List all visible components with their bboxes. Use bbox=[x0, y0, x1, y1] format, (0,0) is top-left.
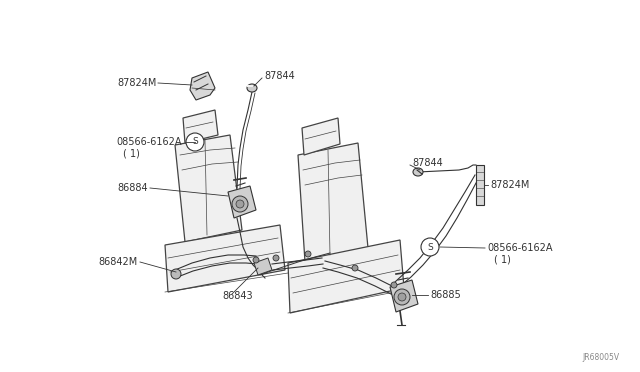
Text: 86885: 86885 bbox=[430, 290, 461, 300]
Text: 86884: 86884 bbox=[117, 183, 148, 193]
Circle shape bbox=[171, 269, 181, 279]
Ellipse shape bbox=[247, 84, 257, 92]
Polygon shape bbox=[476, 165, 484, 205]
Circle shape bbox=[394, 289, 410, 305]
Polygon shape bbox=[190, 72, 215, 100]
Circle shape bbox=[391, 282, 397, 288]
Text: 86843: 86843 bbox=[222, 291, 253, 301]
Text: 08566-6162A: 08566-6162A bbox=[487, 243, 552, 253]
Circle shape bbox=[253, 257, 259, 263]
Text: S: S bbox=[192, 138, 198, 147]
Text: ( 1): ( 1) bbox=[123, 149, 140, 159]
Text: 87824M: 87824M bbox=[490, 180, 529, 190]
Polygon shape bbox=[288, 240, 404, 313]
Circle shape bbox=[421, 238, 439, 256]
Text: ( 1): ( 1) bbox=[494, 255, 511, 265]
Polygon shape bbox=[254, 258, 272, 275]
Text: 86842M: 86842M bbox=[99, 257, 138, 267]
Text: 87844: 87844 bbox=[264, 71, 295, 81]
Ellipse shape bbox=[413, 168, 423, 176]
Circle shape bbox=[236, 200, 244, 208]
Text: JR68005V: JR68005V bbox=[583, 353, 620, 362]
Text: 87844: 87844 bbox=[412, 158, 443, 168]
Text: 87824M: 87824M bbox=[118, 78, 157, 88]
Circle shape bbox=[398, 293, 406, 301]
Circle shape bbox=[232, 196, 248, 212]
Text: S: S bbox=[427, 243, 433, 251]
Circle shape bbox=[273, 255, 279, 261]
Polygon shape bbox=[298, 143, 368, 262]
Circle shape bbox=[186, 133, 204, 151]
Text: 08566-6162A: 08566-6162A bbox=[116, 137, 182, 147]
Polygon shape bbox=[302, 118, 340, 155]
Polygon shape bbox=[183, 110, 218, 143]
Polygon shape bbox=[390, 280, 418, 312]
Polygon shape bbox=[175, 135, 242, 242]
Circle shape bbox=[352, 265, 358, 271]
Polygon shape bbox=[165, 225, 285, 292]
Circle shape bbox=[305, 251, 311, 257]
Polygon shape bbox=[228, 186, 256, 218]
